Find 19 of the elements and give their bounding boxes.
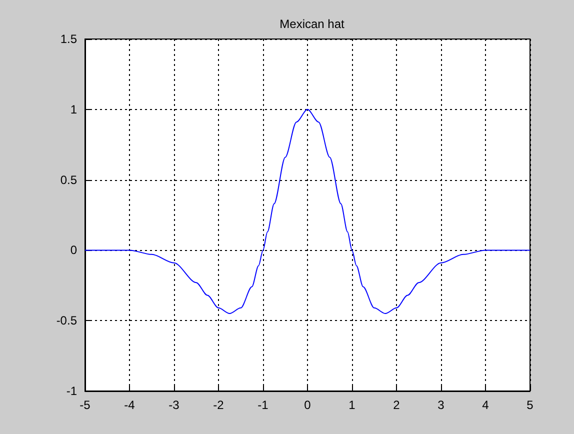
y-tick-label: 0 — [70, 243, 78, 258]
y-tick-label: 1 — [70, 102, 78, 116]
x-tick-label: 3 — [438, 398, 445, 412]
x-tick-label: -1 — [258, 398, 269, 412]
x-tick-label: -2 — [213, 398, 224, 412]
y-tick-label: 0.5 — [60, 172, 78, 187]
x-tick-label: -3 — [168, 398, 180, 412]
y-tick-label: -0.5 — [56, 314, 78, 328]
x-tick-label: 2 — [393, 398, 400, 412]
y-tick-label: 1.5 — [60, 32, 78, 46]
x-tick-label: -4 — [124, 398, 136, 412]
x-tick-label: -5 — [80, 398, 91, 412]
x-tick-label: 0 — [304, 398, 312, 412]
line-series — [84, 108, 530, 314]
x-tick-label: 5 — [526, 398, 534, 412]
y-tick-label: -1 — [66, 384, 78, 398]
chart-title: Mexican hat — [280, 17, 346, 31]
x-tick-label: 4 — [482, 398, 490, 412]
x-tick-label: 1 — [348, 398, 356, 412]
